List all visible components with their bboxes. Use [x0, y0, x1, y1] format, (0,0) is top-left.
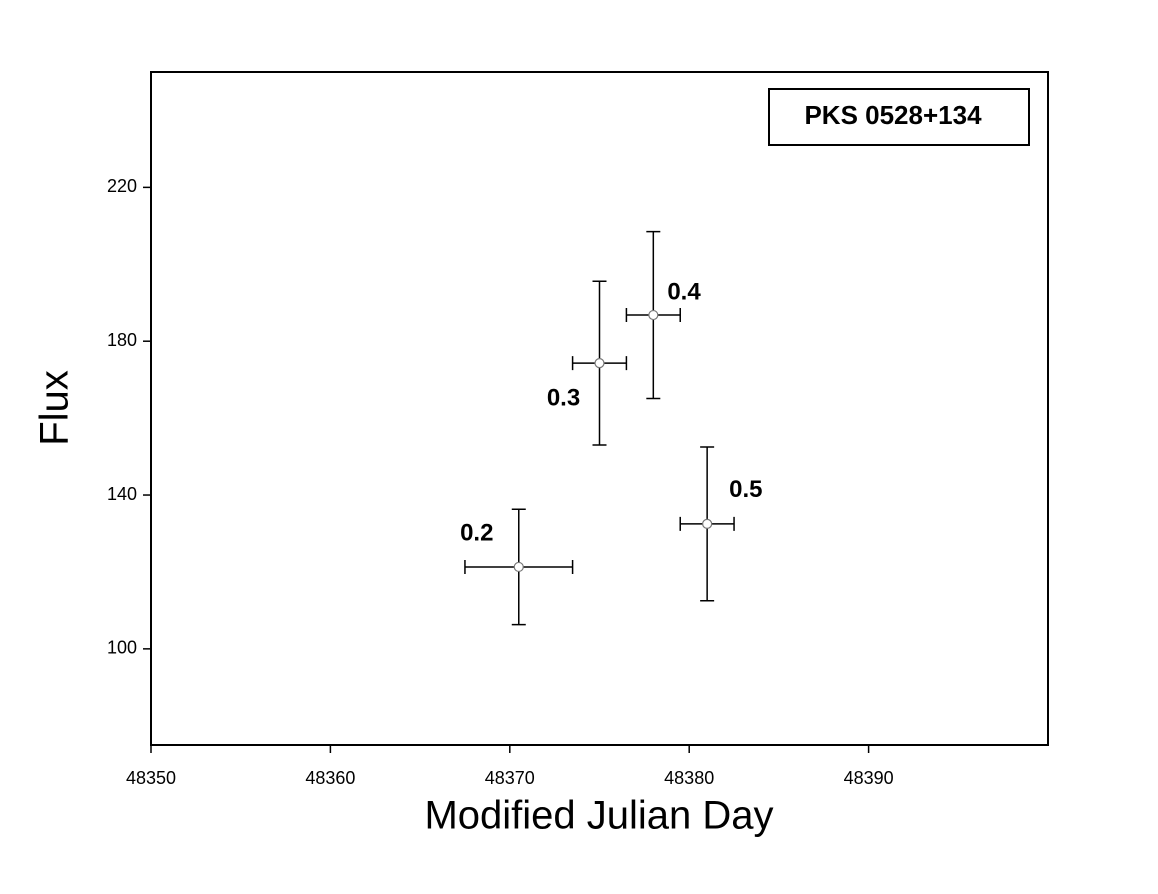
y-tick-label: 100 [107, 638, 137, 658]
x-tick-label: 48370 [485, 768, 535, 788]
plot-frame [150, 71, 1049, 746]
point [648, 309, 659, 321]
y-tick-label: 140 [107, 484, 137, 504]
x-tick-label: 48390 [844, 768, 894, 788]
legend-text: PKS 0528+134 [804, 100, 982, 130]
point-label: 0.3 [547, 384, 580, 411]
x-tick-label: 48350 [126, 768, 176, 788]
point-label: 0.2 [460, 519, 493, 546]
y-tick-label: 180 [107, 330, 137, 350]
y-tick-label: 220 [107, 176, 137, 196]
point [702, 518, 713, 529]
x-tick-label: 48380 [664, 768, 714, 788]
y-axis-label: Flux [33, 370, 77, 446]
point-label: 0.4 [667, 278, 701, 305]
legend-box [768, 88, 1030, 146]
point [594, 358, 605, 369]
point-label: 0.5 [729, 476, 762, 503]
x-tick-label: 48360 [305, 768, 355, 788]
point [513, 561, 524, 573]
x-axis-label: Modified Julian Day [424, 794, 773, 838]
